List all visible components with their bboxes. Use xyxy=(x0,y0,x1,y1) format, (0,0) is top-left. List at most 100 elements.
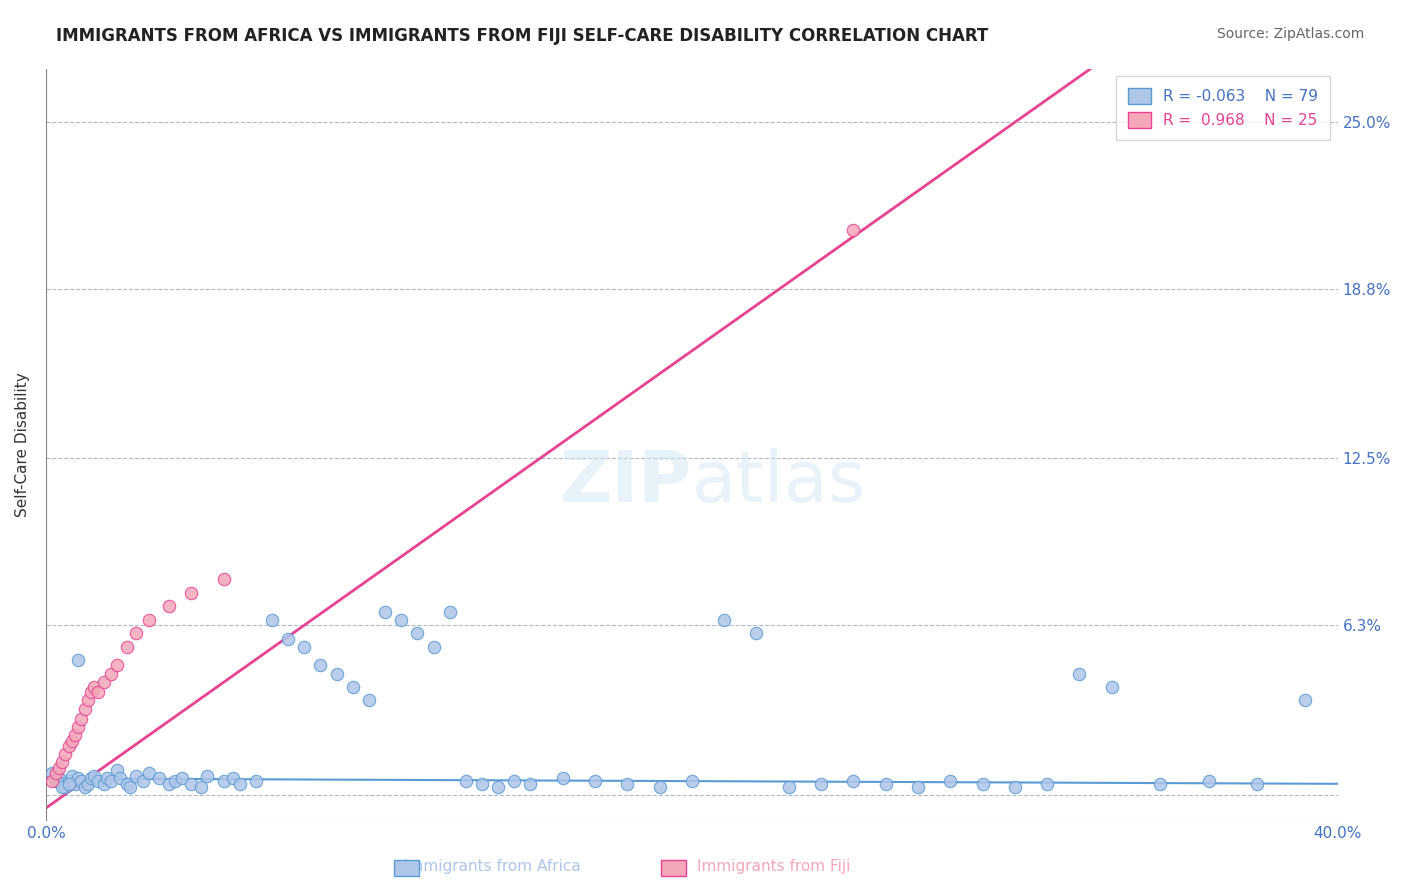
Point xyxy=(616,777,638,791)
Point xyxy=(53,747,76,762)
Point xyxy=(422,640,444,654)
Point xyxy=(63,728,86,742)
Point xyxy=(229,777,252,791)
Point xyxy=(309,658,332,673)
Point xyxy=(439,605,461,619)
Point xyxy=(406,626,429,640)
Point xyxy=(67,720,90,734)
Point xyxy=(45,766,67,780)
Point xyxy=(1004,780,1026,794)
Point xyxy=(357,693,380,707)
Point xyxy=(148,772,170,786)
Point xyxy=(713,613,735,627)
Point xyxy=(260,613,283,627)
Point xyxy=(41,774,63,789)
Point xyxy=(86,685,108,699)
Point xyxy=(503,774,526,789)
Point xyxy=(70,712,93,726)
Point xyxy=(125,769,148,783)
Point xyxy=(58,777,80,791)
Point xyxy=(180,586,202,600)
Point xyxy=(342,680,364,694)
Point xyxy=(519,777,541,791)
Point xyxy=(157,777,180,791)
Point xyxy=(1069,666,1091,681)
Point xyxy=(138,613,160,627)
Point xyxy=(1198,774,1220,789)
Point xyxy=(105,658,128,673)
Point xyxy=(180,777,202,791)
Point xyxy=(875,777,897,791)
Point xyxy=(1101,680,1123,694)
Text: IMMIGRANTS FROM AFRICA VS IMMIGRANTS FROM FIJI SELF-CARE DISABILITY CORRELATION : IMMIGRANTS FROM AFRICA VS IMMIGRANTS FRO… xyxy=(56,27,988,45)
Point xyxy=(972,777,994,791)
Point xyxy=(125,626,148,640)
Point xyxy=(138,766,160,780)
Point xyxy=(842,774,865,789)
Text: Source: ZipAtlas.com: Source: ZipAtlas.com xyxy=(1216,27,1364,41)
Point xyxy=(939,774,962,789)
Point xyxy=(745,626,768,640)
Point xyxy=(212,774,235,789)
Point xyxy=(63,777,86,791)
Point xyxy=(1294,693,1316,707)
Point xyxy=(51,756,73,770)
Point xyxy=(110,772,132,786)
Point xyxy=(648,780,671,794)
Point xyxy=(1246,777,1268,791)
Point xyxy=(292,640,315,654)
Point xyxy=(60,733,83,747)
Point xyxy=(60,769,83,783)
Point xyxy=(73,780,96,794)
Point xyxy=(583,774,606,789)
Point xyxy=(681,774,703,789)
Point xyxy=(245,774,267,789)
Point xyxy=(374,605,396,619)
Point xyxy=(58,774,80,789)
Point xyxy=(93,777,115,791)
Point xyxy=(115,777,138,791)
Point xyxy=(58,739,80,754)
Point xyxy=(53,780,76,794)
Point xyxy=(165,774,187,789)
Point xyxy=(51,777,73,791)
Text: Immigrants from Africa: Immigrants from Africa xyxy=(404,859,581,874)
Point xyxy=(778,780,800,794)
Point xyxy=(80,772,103,786)
Point xyxy=(51,780,73,794)
Point xyxy=(222,772,245,786)
Point xyxy=(157,599,180,614)
Point xyxy=(86,774,108,789)
Point xyxy=(325,666,347,681)
Point xyxy=(277,632,299,646)
Point xyxy=(70,774,93,789)
Point xyxy=(190,780,212,794)
Legend: R = -0.063    N = 79, R =  0.968    N = 25: R = -0.063 N = 79, R = 0.968 N = 25 xyxy=(1115,76,1330,140)
Point xyxy=(73,701,96,715)
Point xyxy=(486,780,509,794)
Text: atlas: atlas xyxy=(692,448,866,517)
Point xyxy=(212,573,235,587)
Point xyxy=(118,780,141,794)
Point xyxy=(105,764,128,778)
Point xyxy=(389,613,412,627)
Point xyxy=(1149,777,1171,791)
Point xyxy=(454,774,477,789)
Point xyxy=(842,223,865,237)
Point xyxy=(93,674,115,689)
Point xyxy=(67,653,90,667)
Point xyxy=(100,666,122,681)
Point xyxy=(96,772,118,786)
Point xyxy=(77,777,100,791)
Point xyxy=(132,774,155,789)
Point xyxy=(100,774,122,789)
Point xyxy=(83,769,105,783)
Point xyxy=(41,766,63,780)
Point xyxy=(67,772,90,786)
Point xyxy=(1036,777,1059,791)
Point xyxy=(83,680,105,694)
Point xyxy=(77,693,100,707)
Point xyxy=(551,772,574,786)
Point xyxy=(197,769,219,783)
Point xyxy=(48,772,70,786)
